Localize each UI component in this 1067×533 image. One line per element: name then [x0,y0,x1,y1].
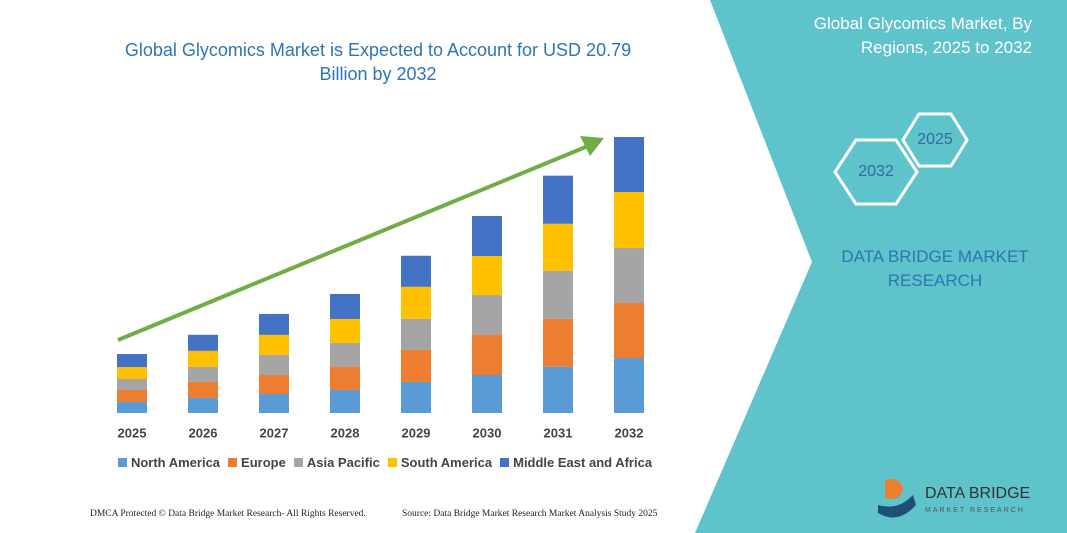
bar-segment [259,394,289,413]
bar-segment [401,381,431,413]
panel-brand: DATA BRIDGE MARKET RESEARCH [841,247,1029,290]
arrow-head [580,136,604,156]
legend-label: Asia Pacific [306,455,380,470]
logo-mark [885,479,903,499]
x-tick-label: 2030 [473,425,502,440]
logo-name: DATA BRIDGE [925,485,1030,502]
logo-mark [878,495,916,518]
bar-segment [330,343,360,368]
bar-segment [188,366,218,382]
bar-segment [259,313,289,335]
legend-item: Middle East and Africa [500,455,652,470]
bar-segment [259,334,289,355]
bar-segment [259,375,289,395]
bar-segment [401,255,431,287]
bar-segment [259,354,289,376]
legend-label: North America [130,455,221,470]
bar-segment [188,381,218,398]
bar-segment [472,295,502,336]
x-tick-label: 2028 [331,425,360,440]
bar-segment [543,223,573,271]
bar-segment [401,318,431,350]
bar-segment [472,216,502,257]
bar-segment [117,390,147,402]
bar-segment [543,318,573,367]
bar-segment [614,191,644,249]
bar-segment [543,366,573,413]
bar-segment [330,293,360,319]
bar-segment [543,175,573,224]
legend-label: South America [400,455,493,470]
bar-segment [614,303,644,359]
bar-segment [614,358,644,413]
x-tick-label: 2026 [189,425,218,440]
bar-segment [330,318,360,344]
legend-item: Europe [228,455,286,470]
footer-right: Source: Data Bridge Market Research Mark… [402,509,658,519]
legend-item: North America [117,455,221,470]
bar-segment [188,397,218,413]
legend-label: Middle East and Africa [513,455,653,470]
bar-segment [614,248,644,304]
chart-title: Global Glycomics Market is Expected to A… [124,40,632,84]
x-tick-label: 2031 [544,425,573,440]
legend-swatch [117,458,127,467]
bar-segment [472,256,502,296]
hexagon-label: 2032 [858,163,894,180]
bar-segment [188,334,218,351]
bar-segment [117,367,147,379]
footer-left: DMCA Protected © Data Bridge Market Rese… [90,509,366,519]
bar-segment [117,354,147,368]
bar-segment [614,137,644,192]
hexagon-label: 2025 [917,131,953,148]
bar-segment [401,286,431,319]
legend-swatch [228,458,238,467]
bar-segment [401,349,431,382]
bar-segment [117,378,147,391]
trend-arrow [117,144,589,342]
x-tick-label: 2032 [615,425,644,440]
panel-background [695,0,1067,533]
x-tick-label: 2025 [118,425,147,440]
legend-label: Europe [241,455,286,470]
logo-tagline: MARKET RESEARCH [925,507,1025,514]
bar-segment [330,390,360,413]
legend-swatch [387,458,397,467]
bar-segment [117,401,147,413]
hexagon [901,112,969,168]
legend-swatch [293,458,303,467]
legend-swatch [500,458,510,467]
bar-segment [188,350,218,367]
legend: North America Europe Asia Pacific South Ame… [0,455,770,470]
bar-segment [543,270,573,319]
bar-segment [472,375,502,413]
x-tick-label: 2029 [402,425,431,440]
hexagon [833,138,919,206]
panel-title: Global Glycomics Market, By Regions, 202… [813,14,1032,57]
x-tick-label: 2027 [260,425,289,440]
legend-item: South America [387,455,493,470]
bar-segment [472,335,502,376]
bar-segment [330,367,360,391]
legend-item: Asia Pacific [293,455,380,470]
